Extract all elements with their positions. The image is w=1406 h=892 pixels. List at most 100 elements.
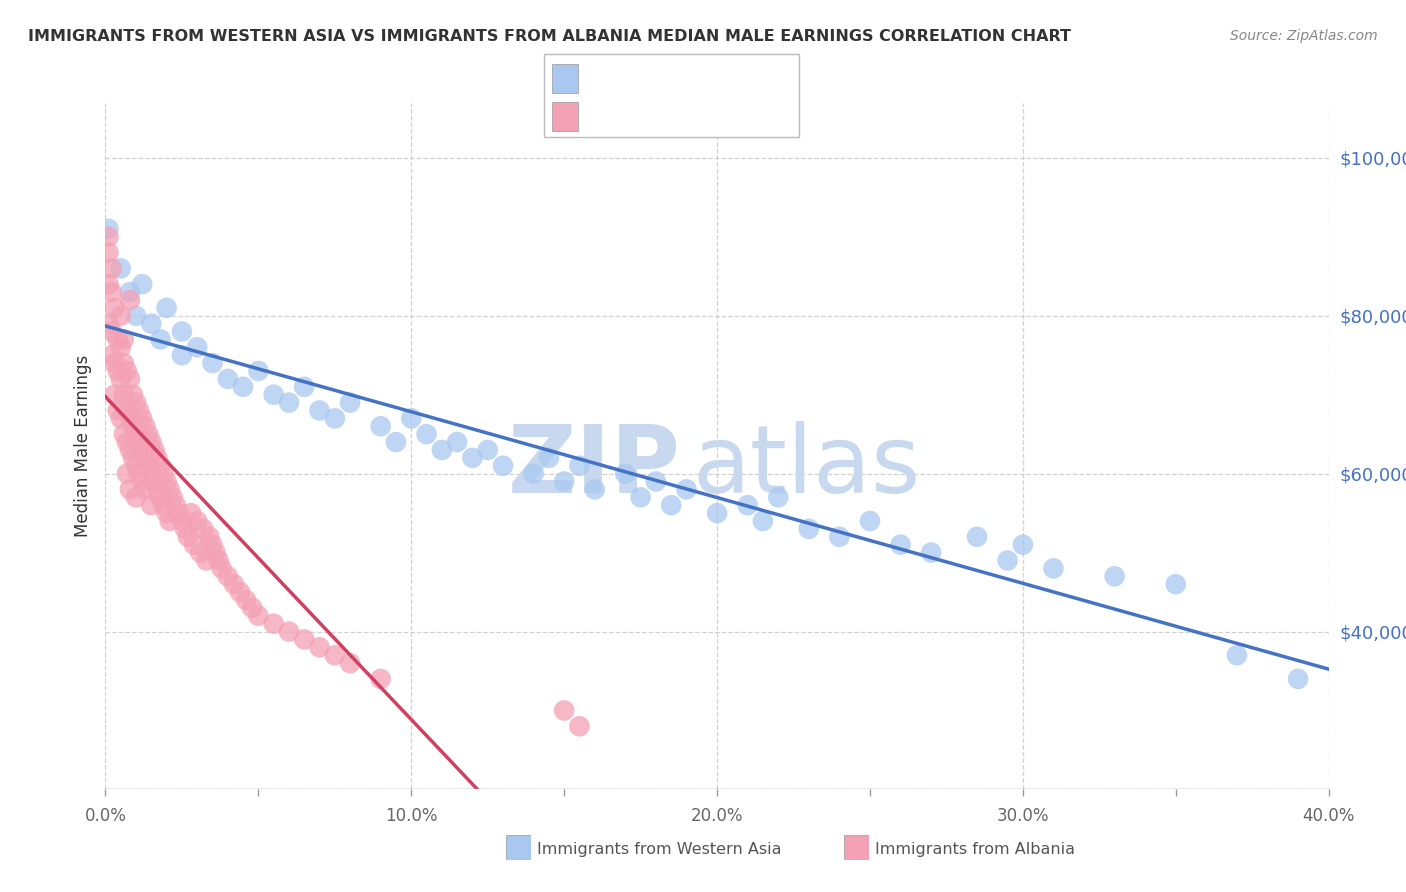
Point xyxy=(177,530,200,544)
Text: ZIP: ZIP xyxy=(508,421,681,513)
Point xyxy=(1286,672,1309,686)
Point xyxy=(118,372,141,386)
Point xyxy=(131,277,153,292)
Point xyxy=(339,395,361,409)
Text: Immigrants from Western Asia: Immigrants from Western Asia xyxy=(537,842,782,856)
Point xyxy=(461,450,484,465)
Point xyxy=(240,600,263,615)
Point xyxy=(859,514,882,528)
Point xyxy=(797,522,820,536)
Point xyxy=(104,356,127,370)
Point xyxy=(553,475,575,489)
Point xyxy=(492,458,515,473)
Point xyxy=(165,498,187,512)
Point xyxy=(149,333,172,347)
Point xyxy=(752,514,775,528)
Point xyxy=(1104,569,1126,583)
Point xyxy=(920,545,942,559)
Point xyxy=(97,245,120,260)
Point xyxy=(112,333,135,347)
Point xyxy=(125,309,148,323)
Point xyxy=(339,656,361,670)
Point xyxy=(277,395,299,409)
Point xyxy=(828,530,851,544)
Point xyxy=(323,411,346,425)
Point xyxy=(110,340,132,354)
Point xyxy=(675,483,697,497)
Point xyxy=(97,317,120,331)
Point xyxy=(155,475,177,489)
Point xyxy=(614,467,637,481)
Point xyxy=(112,387,135,401)
Point xyxy=(211,561,233,575)
Text: R =: R = xyxy=(588,108,623,123)
Point xyxy=(370,672,392,686)
Point xyxy=(370,419,392,434)
Point xyxy=(568,719,591,733)
Point xyxy=(174,522,197,536)
Point xyxy=(159,514,181,528)
Point xyxy=(235,593,257,607)
Point xyxy=(143,475,166,489)
Point xyxy=(155,301,177,315)
Text: atlas: atlas xyxy=(693,421,921,513)
Point xyxy=(115,467,138,481)
Point xyxy=(128,403,150,417)
Text: N =: N = xyxy=(695,108,731,123)
Point xyxy=(112,427,135,442)
Point xyxy=(104,387,127,401)
Point xyxy=(768,491,790,505)
Point xyxy=(201,538,224,552)
Point xyxy=(292,380,315,394)
Point xyxy=(198,530,221,544)
Point xyxy=(122,387,145,401)
Point xyxy=(207,553,229,567)
Point xyxy=(889,538,911,552)
Point xyxy=(115,364,138,378)
Point xyxy=(122,450,145,465)
Point xyxy=(217,569,239,583)
Point xyxy=(217,372,239,386)
Point xyxy=(118,442,141,457)
Point xyxy=(149,458,172,473)
Point xyxy=(170,348,193,362)
Point xyxy=(170,325,193,339)
Point xyxy=(107,364,129,378)
Point xyxy=(180,506,202,520)
Point xyxy=(128,467,150,481)
Point xyxy=(247,608,270,623)
Point xyxy=(430,442,453,457)
Point xyxy=(263,387,285,401)
Point xyxy=(115,403,138,417)
Point xyxy=(110,372,132,386)
Point xyxy=(232,380,254,394)
Point xyxy=(125,458,148,473)
Point xyxy=(97,222,120,236)
Point xyxy=(1042,561,1064,575)
Point xyxy=(323,648,346,663)
Point xyxy=(966,530,988,544)
Point xyxy=(193,522,215,536)
Point xyxy=(188,545,211,559)
Point xyxy=(155,506,177,520)
Bar xyxy=(551,102,578,130)
Point xyxy=(583,483,606,497)
Point xyxy=(997,553,1019,567)
Point xyxy=(706,506,728,520)
Point xyxy=(136,458,159,473)
Text: N =: N = xyxy=(695,70,731,85)
Point xyxy=(477,442,499,457)
Point xyxy=(537,450,560,465)
Point xyxy=(385,435,408,450)
Point xyxy=(141,435,163,450)
Text: 57: 57 xyxy=(738,70,761,85)
Point xyxy=(659,498,682,512)
Point xyxy=(131,411,153,425)
Text: Immigrants from Albania: Immigrants from Albania xyxy=(875,842,1074,856)
Point xyxy=(131,442,153,457)
Point xyxy=(118,293,141,307)
Point xyxy=(167,506,190,520)
Point xyxy=(110,309,132,323)
Point xyxy=(523,467,546,481)
Point xyxy=(100,348,122,362)
